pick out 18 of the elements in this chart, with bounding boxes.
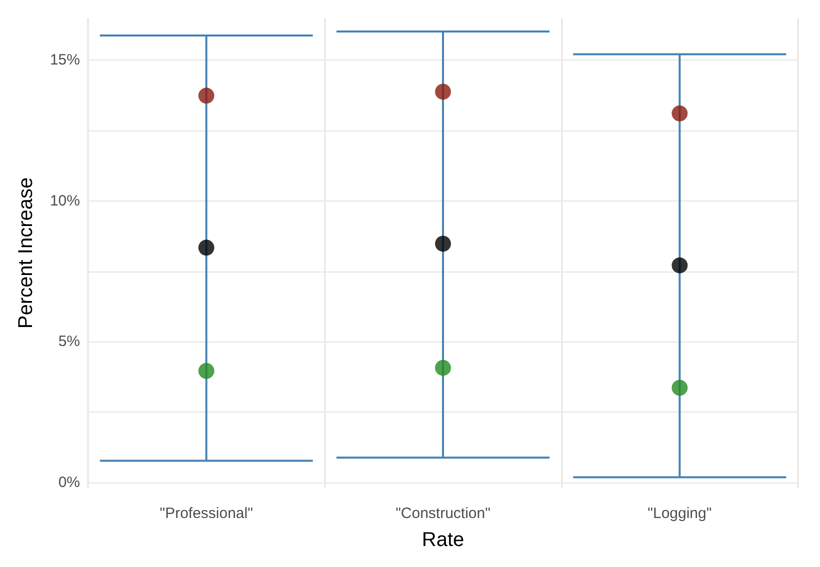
x-tick-label: "Construction" — [396, 505, 490, 522]
point — [672, 105, 688, 122]
y-tick-label: 5% — [58, 333, 80, 350]
point — [435, 236, 451, 252]
x-tick-label: "Logging" — [648, 505, 712, 522]
point — [435, 360, 451, 376]
x-tick-label: "Professional" — [160, 505, 253, 522]
point — [198, 362, 214, 379]
point — [672, 380, 688, 396]
x-axis-title: Rate — [422, 529, 464, 551]
point — [198, 88, 214, 104]
point — [672, 257, 688, 274]
y-tick-label: 10% — [50, 192, 80, 210]
y-tick-label: 15% — [50, 52, 80, 69]
y-tick-label: 0% — [58, 474, 80, 491]
point — [435, 84, 451, 100]
point — [198, 240, 214, 256]
y-axis-title: Percent Increase — [15, 177, 37, 329]
